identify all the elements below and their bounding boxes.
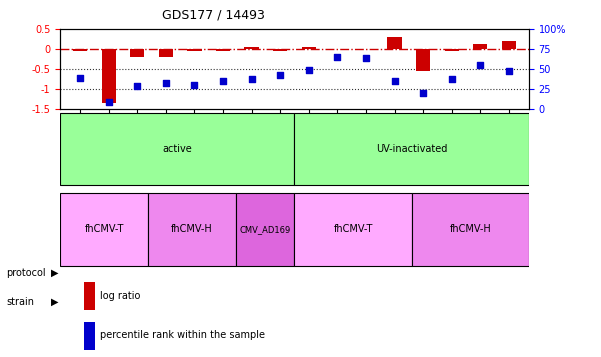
Point xyxy=(275,72,285,78)
Point xyxy=(475,62,485,67)
Bar xyxy=(216,49,230,51)
Bar xyxy=(188,49,201,51)
Bar xyxy=(84,322,95,350)
Point xyxy=(332,54,342,60)
FancyBboxPatch shape xyxy=(294,193,412,266)
Point xyxy=(132,84,142,89)
Point xyxy=(247,76,257,82)
Bar xyxy=(273,49,287,51)
Point xyxy=(104,100,114,105)
Text: CMV_AD169: CMV_AD169 xyxy=(240,225,291,234)
Text: percentile rank within the sample: percentile rank within the sample xyxy=(100,330,265,341)
Bar xyxy=(130,49,144,57)
Text: fhCMV-H: fhCMV-H xyxy=(171,224,213,235)
FancyBboxPatch shape xyxy=(412,193,529,266)
Text: fhCMV-T: fhCMV-T xyxy=(84,224,124,235)
Bar xyxy=(502,41,516,49)
Text: fhCMV-T: fhCMV-T xyxy=(334,224,373,235)
Bar xyxy=(102,49,116,103)
Bar xyxy=(73,49,87,51)
Point xyxy=(190,82,200,88)
FancyBboxPatch shape xyxy=(60,193,148,266)
Point xyxy=(161,80,171,86)
Text: ▶: ▶ xyxy=(51,268,58,278)
Point xyxy=(75,76,85,81)
Bar xyxy=(302,47,316,49)
FancyBboxPatch shape xyxy=(294,113,529,185)
Text: UV-inactivated: UV-inactivated xyxy=(376,144,447,154)
Text: ▶: ▶ xyxy=(51,297,58,307)
Bar xyxy=(416,49,430,71)
Bar xyxy=(245,47,259,49)
Text: strain: strain xyxy=(6,297,34,307)
Text: fhCMV-H: fhCMV-H xyxy=(450,224,491,235)
Text: log ratio: log ratio xyxy=(100,291,140,301)
Text: GDS177 / 14493: GDS177 / 14493 xyxy=(162,9,265,21)
FancyBboxPatch shape xyxy=(60,113,294,185)
Bar xyxy=(159,49,173,57)
Point xyxy=(361,55,371,61)
Bar xyxy=(473,44,487,49)
Bar xyxy=(388,37,401,49)
Point xyxy=(418,90,428,96)
Text: active: active xyxy=(162,144,192,154)
FancyBboxPatch shape xyxy=(236,193,294,266)
FancyBboxPatch shape xyxy=(148,193,236,266)
Point xyxy=(504,68,514,74)
Point xyxy=(389,78,399,84)
Point xyxy=(218,78,228,84)
Point xyxy=(447,76,457,82)
Bar xyxy=(445,49,459,51)
Point xyxy=(304,67,314,73)
Text: protocol: protocol xyxy=(6,268,46,278)
Bar xyxy=(84,282,95,310)
